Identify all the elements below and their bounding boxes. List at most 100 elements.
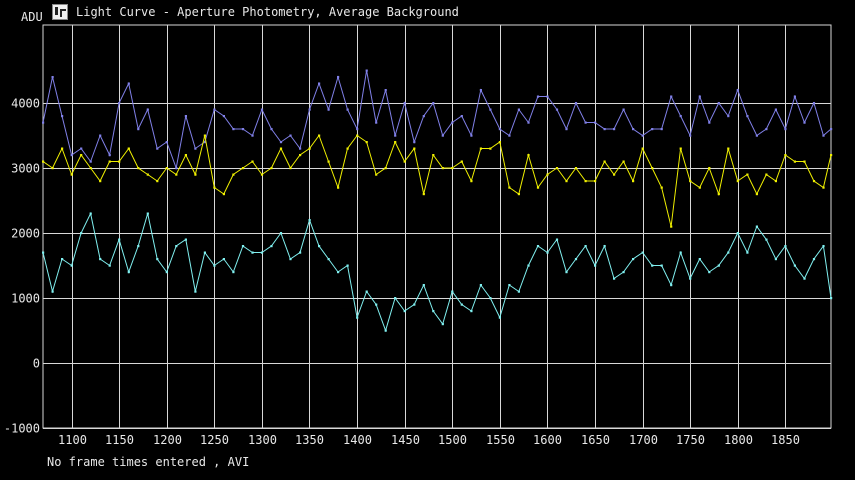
y-axis-label: ADU — [21, 10, 43, 24]
series-3-point — [812, 258, 816, 261]
series-2-point — [318, 134, 321, 137]
series-2-point — [670, 225, 673, 228]
series-3-point — [460, 303, 463, 306]
y-tick-label: -1000 — [4, 422, 40, 436]
x-tick-label: 1750 — [676, 433, 705, 447]
status-footer: No frame times entered , AVI — [47, 455, 250, 469]
series-2-point — [546, 173, 549, 176]
series-3-point — [118, 238, 121, 241]
series-3-point — [422, 284, 425, 287]
series-1-point — [346, 108, 349, 111]
x-tick-label: 1350 — [295, 433, 324, 447]
series-3-point — [384, 329, 387, 332]
series-3-point — [584, 245, 587, 248]
series-3-point — [175, 245, 178, 248]
series-1-point — [89, 160, 92, 163]
series-3-point — [546, 251, 549, 254]
series-3-point — [356, 316, 359, 319]
series-3-point — [746, 251, 749, 254]
series-2-point — [555, 167, 559, 170]
series-2-point — [394, 141, 397, 144]
series-1-point — [146, 108, 149, 111]
series-2-point — [812, 180, 816, 183]
series-1-point — [470, 134, 473, 137]
series-1-point — [232, 128, 235, 131]
series-3-point — [270, 245, 273, 248]
series-2-point — [689, 180, 692, 183]
series-1-point — [156, 147, 159, 150]
series-3-point — [165, 271, 168, 274]
x-tick-label: 1600 — [533, 433, 562, 447]
series-line-3 — [42, 211, 832, 333]
series-2-point — [651, 167, 654, 170]
series-3-point — [451, 290, 454, 293]
series-3-point — [403, 310, 406, 313]
series-2-point — [498, 141, 501, 144]
series-1-point — [451, 121, 454, 124]
series-1-point — [613, 128, 616, 131]
series-2-point — [365, 141, 368, 144]
series-1-point — [479, 89, 482, 92]
series-3-point — [99, 258, 102, 261]
series-1-point — [489, 108, 492, 111]
series-1-point — [384, 89, 387, 92]
series-3-point — [565, 271, 568, 274]
series-1-point — [99, 134, 102, 137]
series-2-point — [574, 167, 578, 170]
series-1-point — [441, 134, 444, 137]
series-1-point — [165, 141, 168, 144]
x-tick-label: 1300 — [248, 433, 277, 447]
series-2-point — [384, 167, 387, 170]
series-2-point — [308, 147, 311, 150]
series-3-point — [708, 271, 711, 274]
series-1-point — [137, 128, 140, 131]
y-tick-label: 0 — [33, 357, 40, 371]
series-1-point — [546, 95, 549, 98]
light-curve-app-icon[interactable] — [52, 4, 68, 20]
series-2-point — [203, 134, 206, 137]
series-3-point — [622, 271, 625, 274]
series-3-point — [536, 245, 540, 248]
series-1-point — [717, 102, 720, 105]
series-3-point — [603, 245, 606, 248]
series-2-point — [175, 173, 178, 176]
series-1-point — [765, 128, 768, 131]
series-2-point — [755, 193, 758, 196]
y-tick-label: 1000 — [11, 292, 40, 306]
series-1-point — [51, 76, 54, 79]
series-3-point — [232, 271, 235, 274]
series-3-point — [641, 251, 644, 254]
series-3-point — [830, 297, 833, 300]
series-1-point — [708, 121, 711, 124]
series-1-point — [175, 167, 178, 170]
series-2-point — [70, 173, 73, 176]
series-1-point — [299, 147, 302, 150]
series-3-point — [299, 251, 302, 254]
series-2-point — [337, 186, 340, 189]
series-2-point — [222, 193, 225, 196]
series-2-point — [746, 173, 749, 176]
series-2-point — [517, 193, 520, 196]
series-2-point — [594, 180, 597, 183]
series-3-point — [156, 258, 159, 261]
series-3-point — [632, 258, 635, 261]
series-1-point — [774, 108, 777, 111]
series-1-point — [594, 121, 597, 124]
series-3-point — [679, 251, 682, 254]
series-2-point — [451, 167, 454, 170]
series-3-point — [822, 245, 825, 248]
series-line-1 — [42, 70, 832, 170]
series-2-point — [127, 147, 130, 150]
series-1-point — [118, 102, 121, 105]
series-1-point — [736, 89, 739, 92]
x-tick-label: 1700 — [629, 433, 658, 447]
series-1-point — [803, 121, 806, 124]
series-3-point — [375, 303, 378, 306]
x-tick-label: 1200 — [153, 433, 182, 447]
series-3-point — [222, 258, 225, 261]
series-3-point — [793, 264, 796, 267]
series-2-point — [99, 180, 102, 183]
series-2-point — [765, 173, 768, 176]
series-1-point — [432, 102, 435, 105]
